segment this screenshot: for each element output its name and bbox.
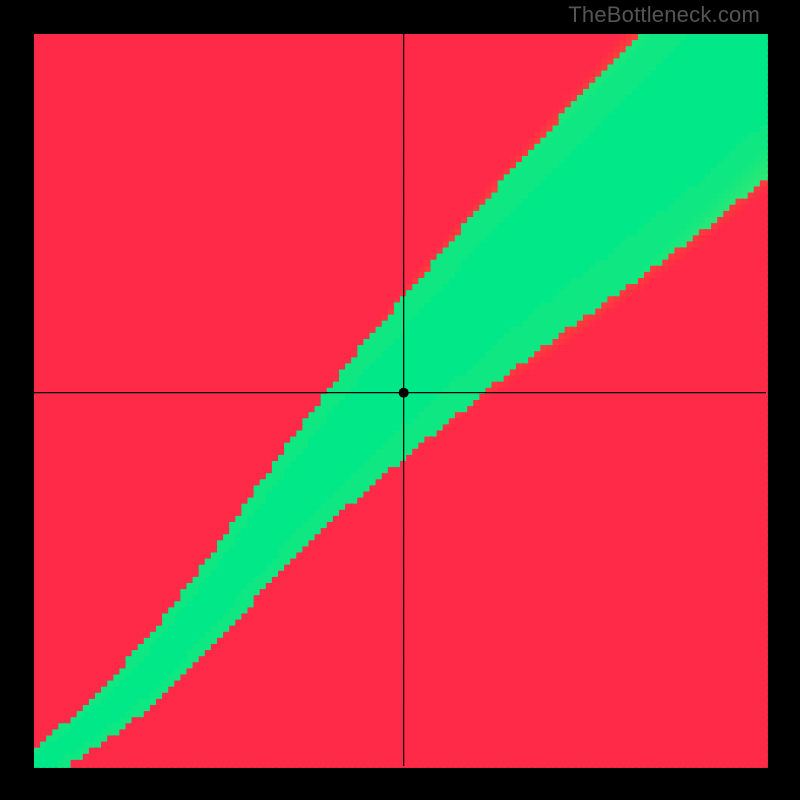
heatmap-canvas bbox=[0, 0, 800, 800]
watermark-text: TheBottleneck.com bbox=[568, 2, 760, 28]
chart-container: TheBottleneck.com bbox=[0, 0, 800, 800]
